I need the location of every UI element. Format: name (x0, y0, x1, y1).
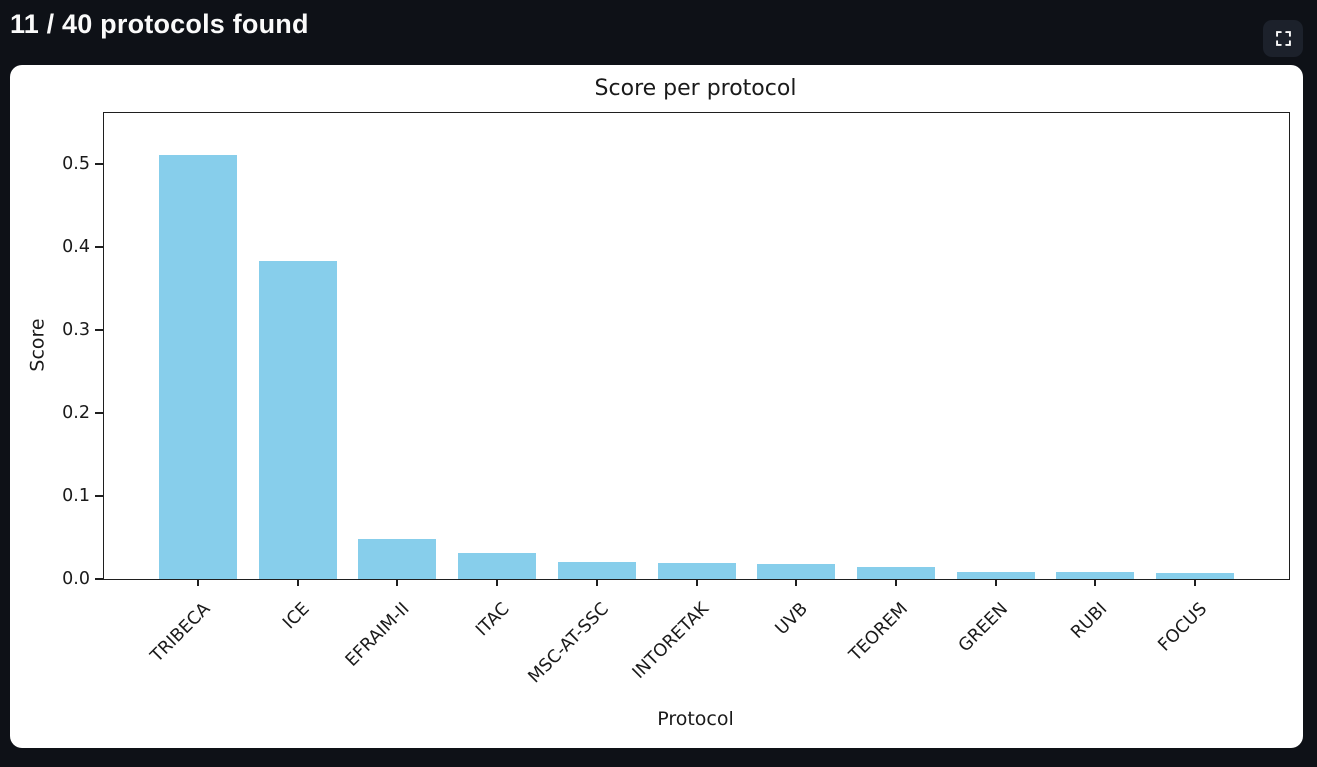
x-tick-label: UVB (772, 599, 813, 640)
x-tick-label: FOCUS (1154, 599, 1212, 656)
fullscreen-icon (1275, 31, 1291, 46)
x-tick-mark (595, 579, 598, 586)
page-title: 11 / 40 protocols found (10, 9, 309, 39)
bar-intoretak (657, 563, 736, 579)
y-tick-mark (95, 494, 103, 497)
x-tick-mark (1094, 579, 1097, 586)
bar-rubi (1056, 572, 1135, 579)
bar-focus (1156, 573, 1234, 579)
x-tick-label: EFRAIM-II (341, 599, 414, 671)
x-tick-label: GREEN (954, 599, 1012, 657)
x-tick-mark (396, 579, 399, 586)
x-tick-mark (994, 579, 997, 586)
chart-title: Score per protocol (594, 76, 797, 101)
y-tick-label: 0.4 (62, 236, 90, 257)
x-tick-label: ITAC (471, 599, 514, 641)
y-axis-label: Score (26, 112, 50, 578)
y-tick-mark (95, 578, 103, 580)
bar-msc-at-ssc (557, 562, 636, 579)
y-tick-label: 0.0 (62, 569, 90, 589)
x-tick-label: INTORETAK (628, 599, 713, 683)
bar-teorem (856, 567, 935, 579)
y-tick-mark (95, 328, 103, 331)
bar-tribeca (159, 155, 237, 579)
x-tick-mark (795, 579, 798, 586)
y-axis-label-text: Score (27, 318, 49, 372)
y-tick-label: 0.5 (62, 153, 90, 174)
x-tick-mark (894, 579, 897, 586)
x-tick-mark (197, 579, 199, 586)
y-tick-mark (95, 162, 103, 165)
y-tick-mark (95, 411, 103, 414)
plot-area: 0.0 0.1 0.2 0.3 0.4 0.5 TRIBECA ICE EFRAIM-II ITA… (62, 112, 1290, 687)
x-tick-mark (1194, 579, 1196, 586)
y-tick-label: 0.1 (62, 485, 90, 506)
bar-itac (458, 553, 537, 579)
chart-card: Score per protocol Score 0.0 0.1 0.2 0.3 0.4… (10, 65, 1303, 748)
x-tick-label: MSC-AT-SSC (524, 599, 613, 688)
x-tick-mark (296, 579, 299, 586)
x-axis-label: Protocol (657, 708, 734, 730)
bar-green (956, 572, 1035, 579)
bar-chart: Score per protocol Score 0.0 0.1 0.2 0.3 0.4… (10, 65, 1303, 748)
x-tick-label: TEOREM (845, 599, 913, 666)
fullscreen-button[interactable] (1263, 20, 1303, 57)
app-header: 11 / 40 protocols found (10, 4, 1257, 56)
bar-ice (258, 261, 337, 579)
bar-uvb (757, 564, 836, 579)
x-tick-mark (695, 579, 698, 586)
x-tick-label: RUBI (1067, 599, 1112, 643)
bar-efraim-ii (358, 539, 437, 579)
y-tick-label: 0.3 (62, 319, 90, 340)
y-tick-label: 0.2 (62, 402, 90, 423)
x-tick-label: ICE (279, 599, 314, 634)
x-tick-label: TRIBECA (146, 599, 215, 667)
y-tick-mark (95, 245, 103, 248)
x-tick-mark (496, 579, 499, 586)
